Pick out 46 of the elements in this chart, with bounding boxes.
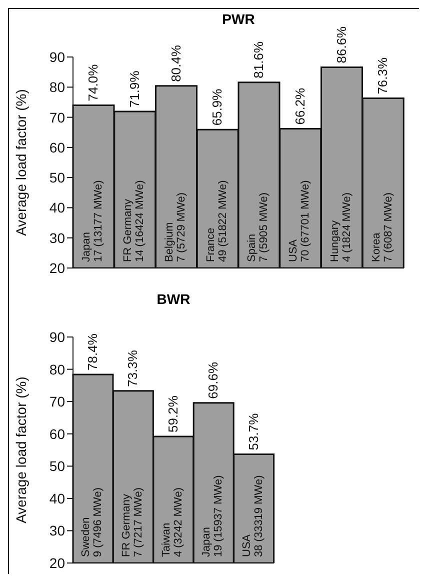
x-tick-label: Belgium 7 (5729 MWe) xyxy=(163,192,188,262)
x-tick-label: Korea 7 (6087 MWe) xyxy=(370,192,394,262)
x-tick-label: USA 70 (67701 MWe) xyxy=(288,180,312,262)
y-tick-label: 50 xyxy=(49,170,66,186)
data-label: 59.2% xyxy=(165,395,180,432)
data-label: 86.6% xyxy=(334,26,349,64)
y-tick-label: 60 xyxy=(49,426,66,442)
y-tick-label: 50 xyxy=(49,458,66,474)
y-tick-label: 90 xyxy=(49,328,66,345)
data-label: 74.0% xyxy=(86,64,100,102)
y-tick-label: 30 xyxy=(49,522,66,539)
data-label: 71.9% xyxy=(126,70,142,108)
x-tick-label: USA 38 (33319 MWe) xyxy=(240,475,265,557)
data-label: 80.4% xyxy=(168,44,184,82)
data-label: 73.3% xyxy=(125,350,140,387)
y-tick-label: 70 xyxy=(49,394,66,410)
x-tick-label: FR Germany 14 (16424 MWe) xyxy=(122,180,146,262)
y-tick-label: 40 xyxy=(49,200,66,216)
y-tick-label: 20 xyxy=(49,554,66,571)
y-tick-label: 90 xyxy=(49,48,66,65)
x-tick-label: Japan 19 (15937 MWe) xyxy=(200,475,225,557)
y-tick-label: 70 xyxy=(49,109,66,126)
y-tick-label: 30 xyxy=(49,230,66,246)
x-tick-label: Sweden 9 (7496 MWe) xyxy=(80,488,104,557)
data-label: 65.9% xyxy=(210,88,225,126)
data-label: 53.7% xyxy=(246,412,261,450)
x-tick-label: Hungary 4 (1824 MWe) xyxy=(328,192,353,262)
data-label: 81.6% xyxy=(251,41,266,78)
chart-title: PWR xyxy=(221,11,256,27)
x-tick-label: Spain 7 (5905 MWe) xyxy=(246,192,270,262)
data-label: 66.2% xyxy=(292,87,308,125)
data-label: 69.6% xyxy=(206,362,221,399)
x-tick-label: France 49 (51822 MWe) xyxy=(204,180,229,262)
x-tick-label: Taiwan 4 (3242 MWe) xyxy=(160,488,184,557)
y-tick-label: 60 xyxy=(49,139,66,156)
data-label: 78.4% xyxy=(85,333,100,370)
y-tick-label: 80 xyxy=(49,361,66,378)
y-tick-label: 40 xyxy=(49,490,66,506)
x-tick-label: FR Germany 7 (7217 MWe) xyxy=(120,488,144,557)
x-tick-label: Japan 17 (13177 MWe) xyxy=(80,180,105,262)
chart-title: BWR xyxy=(156,291,192,307)
data-label: 76.3% xyxy=(375,56,390,94)
y-tick-label: 80 xyxy=(49,79,66,96)
y-tick-label: 20 xyxy=(49,260,66,276)
y-axis-title: Average load factor (%) xyxy=(12,376,29,524)
y-axis-title: Average load factor (%) xyxy=(12,89,29,236)
